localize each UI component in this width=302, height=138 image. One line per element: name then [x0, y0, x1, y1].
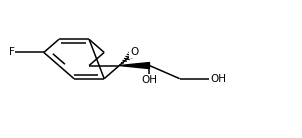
Text: O: O	[130, 47, 139, 57]
Text: OH: OH	[142, 75, 157, 85]
Text: F: F	[9, 47, 14, 57]
Polygon shape	[119, 63, 149, 69]
Text: OH: OH	[210, 74, 226, 84]
